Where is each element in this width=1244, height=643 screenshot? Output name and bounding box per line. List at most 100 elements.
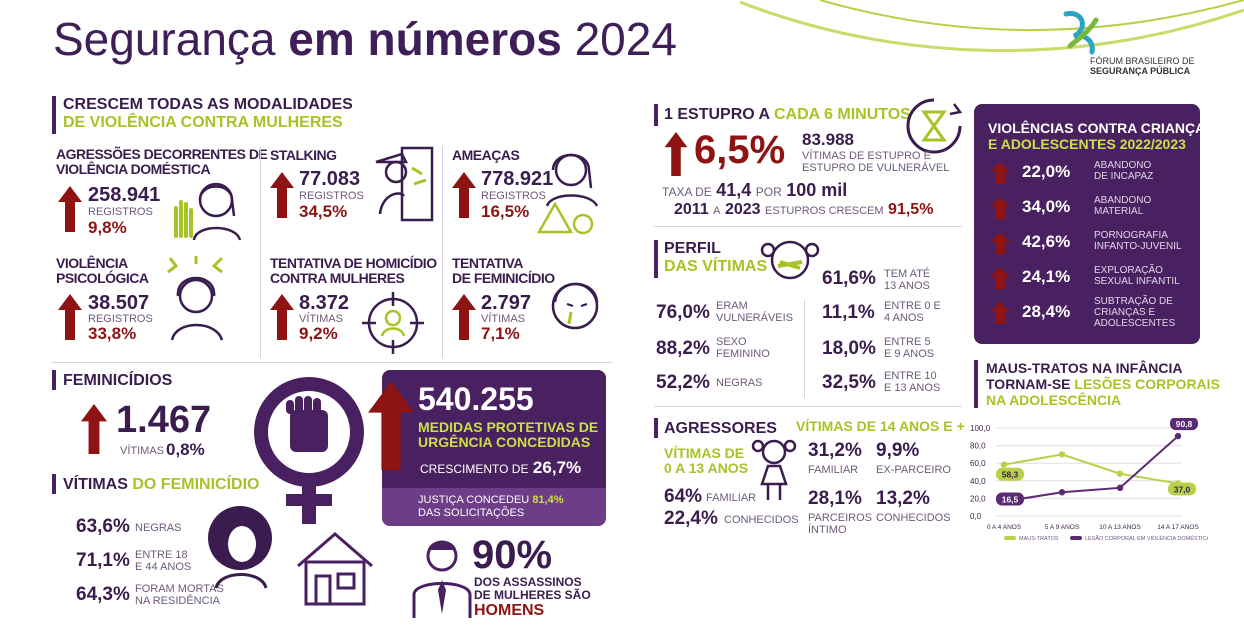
legend-swatch [1004,536,1016,540]
title-part1: Segurança [53,13,276,65]
girl-silenced-icon [760,240,820,280]
criancas-pct: 24,1% [1022,267,1071,286]
psicologica-value: 38.507 [88,292,150,314]
legend-label: LESÃO CORPORAL EM VIOLÊNCIA DOMÉSTICA [1085,534,1208,542]
arrow-up-icon [80,404,108,454]
agr-a2-pct: 22,4% [664,508,718,529]
data-point [1116,484,1124,492]
vf-pct-1: 71,1% [76,550,130,571]
perfil-right-pct-0: 11,1% [822,302,875,323]
divider [654,406,962,407]
legend-swatch [1070,536,1082,540]
criancas-row: 34,0% ABANDONO MATERIAL [986,195,1186,227]
house-icon [297,532,373,606]
logo-line1: FÓRUM BRASILEIRO DE [1090,56,1195,66]
perfil-right-pct-2: 32,5% [822,372,876,393]
criancas-lbl: ABANDONO DE INCAPAZ [1094,160,1154,182]
medidas-justica: JUSTIÇA CONCEDEU 81,4% DAS SOLICITAÇÕES [418,494,564,519]
y-tick-label: 20,0 [970,494,986,503]
perfil-left-lbl-1: SEXO FEMININO [716,336,770,360]
y-tick-label: 80,0 [970,442,986,451]
title-year: 2024 [574,13,677,65]
perfil-left-pct-1: 88,2% [656,338,710,359]
house-arrow-icon [990,162,1010,184]
section-bar [654,104,658,126]
feminicidios-value: 1.467 [116,399,212,441]
psicologica-unit: REGISTROS [88,313,153,325]
section-bar [974,360,978,408]
section-bar [654,240,658,278]
maus-tratos-chart: 100,0 80,0 60,0 40,0 20,0 0,0 0 A 4 ANOS 5 A 9 … [970,418,1208,542]
item-stalking-label: STALKING [270,147,337,163]
label-mt-start-bg [996,467,1024,481]
estupro-growth: 2011 A 2023 ESTUPROS CRESCEM 91,5% [674,201,934,218]
agressoes-unit: REGISTROS [88,206,153,218]
perfil-left-lbl-2: NEGRAS [716,377,763,389]
perfil-top-lbl: TEM ATÉ 13 ANOS [884,268,931,292]
criancas-title: VIOLÊNCIAS CONTRA CRIANÇAS E ADOLESCENTE… [988,120,1215,152]
ameacas-unit: REGISTROS [481,190,546,202]
criancas-lbl: EXPLORAÇÃO SEXUAL INFANTIL [1094,265,1180,287]
man-suit-icon [412,540,472,618]
divider [654,226,962,227]
distressed-woman-icon [167,256,224,341]
vf-lbl-0: NEGRAS [135,522,182,534]
criancas-row: 22,0% ABANDONO DE INCAPAZ [986,160,1186,192]
vf-pct-2: 64,3% [76,584,130,605]
section-bar [52,96,56,134]
item-homicidio-label: TENTATIVA DE HOMICÍDIO CONTRA MULHERES [270,255,437,286]
arrow-up-icon [270,294,294,340]
homicidio-unit: VÍTIMAS [299,313,344,325]
homicidio-value: 8.372 [299,292,350,314]
title-part2: em números [288,13,562,65]
woman-afro-icon [208,506,272,589]
y-tick-label: 0,0 [970,512,982,521]
medidas-box-bottom [382,488,606,526]
agr-b1-lbl: FAMILIAR [808,464,859,476]
feminicidios-title: FEMINICÍDIOS [63,372,173,389]
criancas-pct: 22,0% [1022,162,1071,181]
tent-feminicidio-unit: VÍTIMAS [481,313,526,325]
arrow-up-icon [270,172,294,218]
item-ameacas-label: AMEAÇAS [452,147,520,163]
legend-label: MAUS-TRATOS [1019,536,1059,542]
label-mt-end: 37,0 [1174,484,1191,494]
agressores-v013: VÍTIMAS DE 0 A 13 ANOS [664,445,749,476]
series-line [1003,453,1179,485]
feminist-fist-icon [254,377,364,524]
perfil-right-lbl-2: ENTRE 10 E 13 ANOS [884,370,941,394]
x-tick-label: 5 A 9 ANOS [1045,524,1080,531]
estupro-pct: 6,5% [694,128,786,172]
x-tick-label: 14 A 17 ANOS [1157,524,1199,531]
logo-mark-icon [1063,11,1099,55]
psicologica-pct: 33,8% [88,324,137,343]
criancas-lbl: PORNOGRAFIA INFANTO-JUVENIL [1094,230,1182,252]
medidas-growth: CRESCIMENTO DE 26,7% [420,458,582,477]
divider [442,146,443,358]
data-point [1058,489,1066,496]
homicidio-pct: 9,2% [299,324,338,343]
woman-stop-icon [174,182,242,241]
page-title: Segurança em números 2024 [53,12,677,66]
tent-feminicidio-pct: 7,1% [481,324,520,343]
arrow-up-icon [58,294,82,340]
agr-b4-lbl: CONHECIDOS [876,512,951,524]
divider [260,146,261,358]
logo-line2: SEGURANÇA PÚBLICA [1090,66,1191,76]
agressoes-pct: 9,8% [88,218,127,237]
data-point [1058,451,1066,458]
label-mt-start: 58,3 [1002,470,1019,480]
logo: FÓRUM BRASILEIRO DE SEGURANÇA PÚBLICA [1050,6,1220,76]
agressores-title: AGRESSORES [664,420,777,437]
feminicidios-unit: VÍTIMAS [120,445,165,457]
criancas-lbl: SUBTRAÇÃO DE CRIANÇAS E ADOLESCENTES [1094,296,1176,329]
worried-woman-icon [536,153,599,235]
ameacas-pct: 16,5% [481,202,530,221]
agr-a1-lbl: FAMILIAR [706,492,757,504]
house-arrow-icon [990,302,1010,324]
house-arrow-icon [990,232,1010,254]
criancas-lbl: ABANDONO MATERIAL [1094,195,1152,217]
item-tent-feminicidio-label: TENTATIVA DE FEMINICÍDIO [452,255,555,286]
